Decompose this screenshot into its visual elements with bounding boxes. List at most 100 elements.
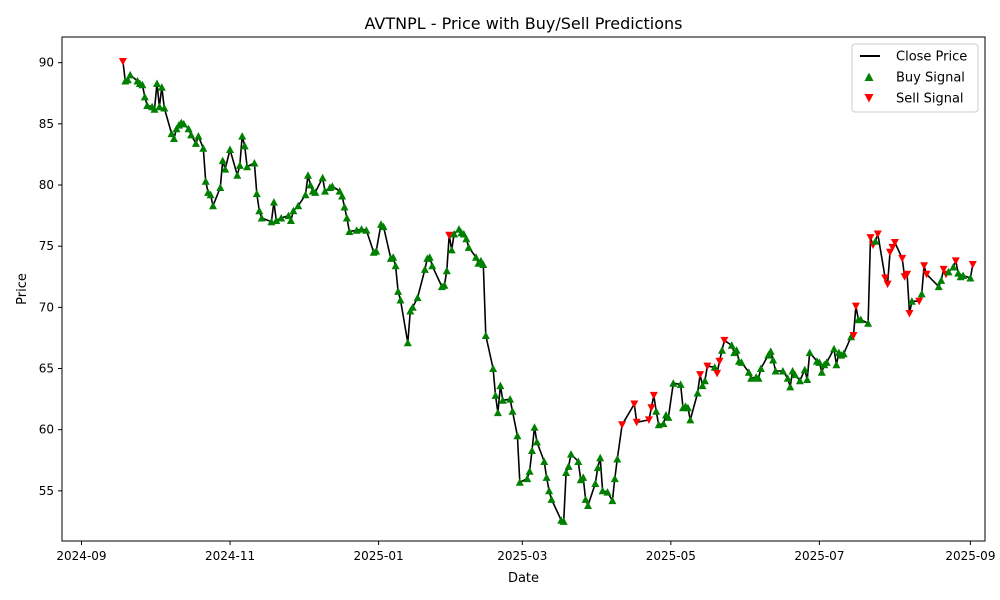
sell-signal-marker: [644, 416, 653, 424]
buy-signal-marker: [771, 367, 780, 375]
buy-signal-marker: [700, 376, 709, 385]
buy-signal-marker: [805, 348, 814, 357]
sell-signal-marker: [849, 332, 858, 340]
buy-signal-marker: [311, 188, 320, 196]
buy-signal-marker: [187, 130, 196, 139]
buy-signal-marker: [598, 486, 607, 495]
buy-signal-marker: [123, 75, 132, 84]
buy-signal-marker: [218, 156, 227, 165]
buy-signal-marker: [235, 161, 244, 169]
buy-signal-marker: [304, 171, 312, 179]
buy-signal-marker: [342, 214, 351, 222]
sell-signal-marker: [715, 357, 724, 366]
buy-signal-marker: [413, 293, 422, 302]
buy-signal-marker: [832, 360, 841, 369]
buy-signal-marker: [294, 201, 303, 210]
buy-signal-marker: [153, 79, 161, 87]
sell-signal-marker: [632, 418, 641, 427]
x-tick-label: 2024-11: [205, 549, 255, 563]
sell-signal-marker: [445, 231, 454, 240]
buy-signal-marker: [778, 367, 787, 375]
legend-entry-label: Sell Signal: [896, 92, 964, 107]
buy-signal-marker: [669, 379, 678, 387]
buy-signal-marker: [209, 201, 217, 210]
buy-signal-marker: [718, 346, 726, 354]
buy-signal-marker: [856, 315, 865, 324]
y-tick-label: 90: [39, 56, 54, 70]
buy-signal-marker: [959, 271, 968, 279]
sell-signal-marker: [888, 243, 897, 252]
buy-signal-marker: [150, 105, 159, 113]
legend: Close Price Buy Signal Sell Signal: [851, 43, 979, 113]
y-tick-label: 65: [39, 362, 54, 376]
legend-box: [851, 43, 979, 113]
buy-signal-marker: [498, 396, 507, 404]
buy-signal-marker: [428, 261, 437, 270]
buy-signal-marker: [306, 181, 315, 189]
buy-signal-marker: [966, 274, 975, 282]
buy-signal-marker: [591, 479, 600, 487]
buy-signal-marker: [581, 495, 590, 503]
buy-signal-marker: [710, 363, 719, 371]
y-tick-label: 85: [39, 117, 54, 131]
buy-signal-marker: [686, 415, 695, 424]
sell-signal-marker: [898, 254, 907, 263]
sell-signal-marker: [630, 400, 639, 408]
buy-signal-marker: [243, 162, 252, 171]
buy-signal-marker: [170, 134, 178, 142]
buy-signal-marker: [221, 165, 230, 173]
buy-signal-marker: [815, 358, 824, 366]
sell-signal-marker: [939, 265, 948, 274]
buy-signal-marker: [345, 227, 354, 235]
buy-signal-marker: [737, 358, 746, 366]
y-axis: 55 60 65 70 75 80 85 90: [39, 56, 62, 498]
buy-signal-marker: [238, 132, 247, 140]
legend-swatch-sell: [864, 94, 874, 103]
buy-signal-marker: [340, 203, 349, 211]
sell-signal-marker: [647, 404, 656, 412]
sell-signal-marker: [903, 270, 912, 279]
x-tick-label: 2025-03: [497, 549, 547, 563]
sell-signal-marker: [713, 369, 722, 378]
buy-signal-marker: [335, 187, 344, 195]
buy-signal-marker: [289, 206, 298, 215]
buy-signal-marker: [440, 281, 449, 289]
buy-signal-marker: [464, 243, 473, 251]
buy-signal-marker: [532, 437, 541, 446]
buy-signal-marker: [489, 364, 498, 372]
buy-signal-marker: [727, 341, 736, 349]
sell-signal-marker: [720, 336, 729, 345]
buy-signal-marker: [240, 141, 249, 150]
buy-signal-marker: [318, 173, 327, 182]
buy-signal-marker: [481, 331, 490, 339]
x-tick-label: 2025-05: [646, 549, 696, 563]
y-tick-label: 80: [39, 178, 54, 192]
buy-signal-marker: [442, 266, 451, 275]
legend-entry-label: Close Price: [896, 50, 967, 65]
buy-signal-marker: [508, 407, 517, 415]
buy-signal-marker: [321, 187, 329, 195]
buy-signal-marker: [199, 144, 208, 152]
buy-signal-marker: [201, 177, 210, 185]
buy-signal-marker: [937, 276, 946, 284]
buy-signal-marker: [754, 374, 763, 382]
buy-signal-marker: [160, 104, 169, 112]
buy-signal-marker: [462, 234, 471, 243]
sell-signal-marker: [886, 248, 894, 257]
buy-signal-marker: [184, 124, 193, 133]
buy-signal-marker: [493, 408, 502, 417]
buy-signal-marker: [496, 381, 505, 390]
buy-signal-marker: [506, 395, 515, 403]
sell-signal-marker: [920, 262, 929, 270]
x-tick-label: 2025-01: [354, 549, 404, 563]
axes-frame: [61, 36, 986, 542]
buy-signal-marker: [652, 407, 661, 415]
y-tick-label: 55: [39, 484, 54, 498]
y-axis-label: Price: [15, 273, 30, 305]
buy-signal-marker: [206, 190, 215, 199]
buy-signal-marker: [328, 182, 337, 190]
x-axis: 2024-09 2024-11 2025-01 2025-03 2025-05 2025-…: [56, 541, 995, 563]
legend-entry-label: Buy Signal: [896, 71, 965, 86]
buy-signal-marker: [284, 211, 293, 220]
